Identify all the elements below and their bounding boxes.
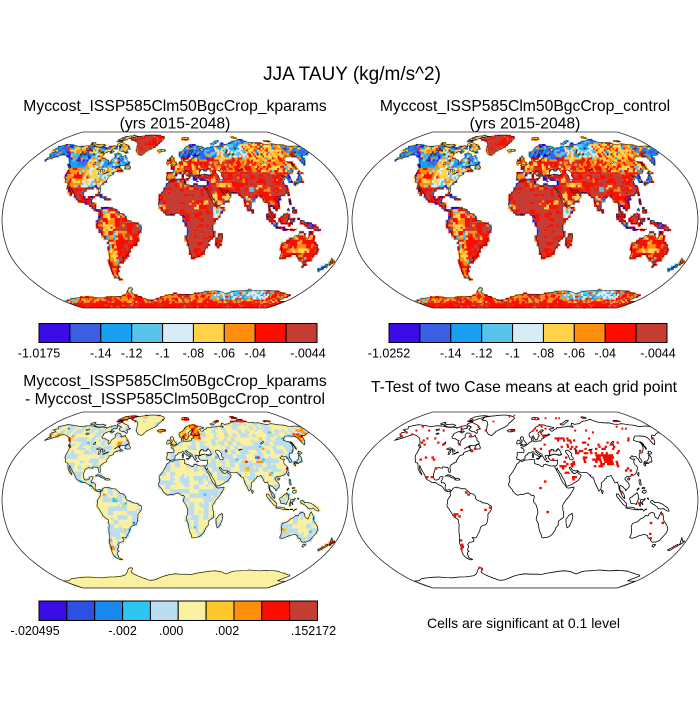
svg-text:Myccost_ISSP585Clm50BgcCrop_co: Myccost_ISSP585Clm50BgcCrop_control <box>380 98 670 115</box>
svg-text:-.14: -.14 <box>440 347 462 361</box>
svg-text:-.08: -.08 <box>533 347 555 361</box>
svg-text:-.002: -.002 <box>108 624 137 638</box>
svg-text:- Myccost_ISSP585Clm50BgcCrop_: - Myccost_ISSP585Clm50BgcCrop_control <box>25 391 325 408</box>
svg-text:-.12: -.12 <box>121 347 143 361</box>
svg-text:T-Test of two Case means at ea: T-Test of two Case means at each grid po… <box>371 379 678 396</box>
svg-text:-.0044: -.0044 <box>290 347 325 361</box>
svg-text:Myccost_ISSP585Clm50BgcCrop_kp: Myccost_ISSP585Clm50BgcCrop_kparams <box>23 98 327 115</box>
svg-text:-.08: -.08 <box>183 347 205 361</box>
svg-text:Cells are significant at 0.1 l: Cells are significant at 0.1 level <box>427 615 620 631</box>
svg-text:-.020495: -.020495 <box>10 624 59 638</box>
svg-text:-.14: -.14 <box>90 347 112 361</box>
svg-text:-.06: -.06 <box>564 347 586 361</box>
svg-text:JJA TAUY (kg/m/s^2): JJA TAUY (kg/m/s^2) <box>263 64 441 85</box>
svg-text:-1.0175: -1.0175 <box>18 347 60 361</box>
svg-text:(yrs 2015-2048): (yrs 2015-2048) <box>470 116 581 133</box>
svg-text:-.06: -.06 <box>214 347 236 361</box>
svg-text:(yrs 2015-2048): (yrs 2015-2048) <box>120 116 231 133</box>
svg-text:.000: .000 <box>159 624 183 638</box>
svg-text:-.04: -.04 <box>594 347 616 361</box>
svg-text:-.12: -.12 <box>471 347 493 361</box>
svg-text:Myccost_ISSP585Clm50BgcCrop_kp: Myccost_ISSP585Clm50BgcCrop_kparams <box>23 373 327 390</box>
svg-text:.002: .002 <box>215 624 239 638</box>
svg-text:-.1: -.1 <box>155 347 170 361</box>
svg-text:-.0044: -.0044 <box>640 347 675 361</box>
svg-text:.152172: .152172 <box>291 624 336 638</box>
svg-text:-.1: -.1 <box>505 347 520 361</box>
svg-text:-1.0252: -1.0252 <box>368 347 410 361</box>
svg-text:-.04: -.04 <box>244 347 266 361</box>
